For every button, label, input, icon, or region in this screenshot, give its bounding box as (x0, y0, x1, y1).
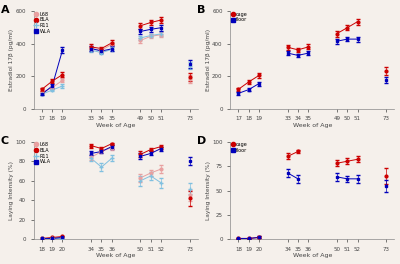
Y-axis label: Estradiol 17β (pg/ml): Estradiol 17β (pg/ml) (9, 29, 14, 91)
Y-axis label: Laying Intensity (%): Laying Intensity (%) (9, 161, 14, 220)
Y-axis label: Laying Intensity (%): Laying Intensity (%) (206, 161, 211, 220)
X-axis label: Week of Age: Week of Age (293, 123, 332, 128)
Legend: L68, BLA, R11, WLA: L68, BLA, R11, WLA (34, 142, 51, 164)
Y-axis label: Estradiol 17β (pg/ml): Estradiol 17β (pg/ml) (206, 29, 211, 91)
Text: B: B (198, 5, 206, 15)
Legend: L68, BLA, R11, WLA: L68, BLA, R11, WLA (34, 12, 51, 34)
Legend: cage, floor: cage, floor (231, 12, 248, 22)
X-axis label: Week of Age: Week of Age (96, 253, 136, 258)
X-axis label: Week of Age: Week of Age (293, 253, 332, 258)
Text: A: A (1, 5, 10, 15)
X-axis label: Week of Age: Week of Age (96, 123, 136, 128)
Text: C: C (1, 136, 9, 146)
Text: D: D (198, 136, 207, 146)
Legend: cage, floor: cage, floor (231, 142, 248, 153)
